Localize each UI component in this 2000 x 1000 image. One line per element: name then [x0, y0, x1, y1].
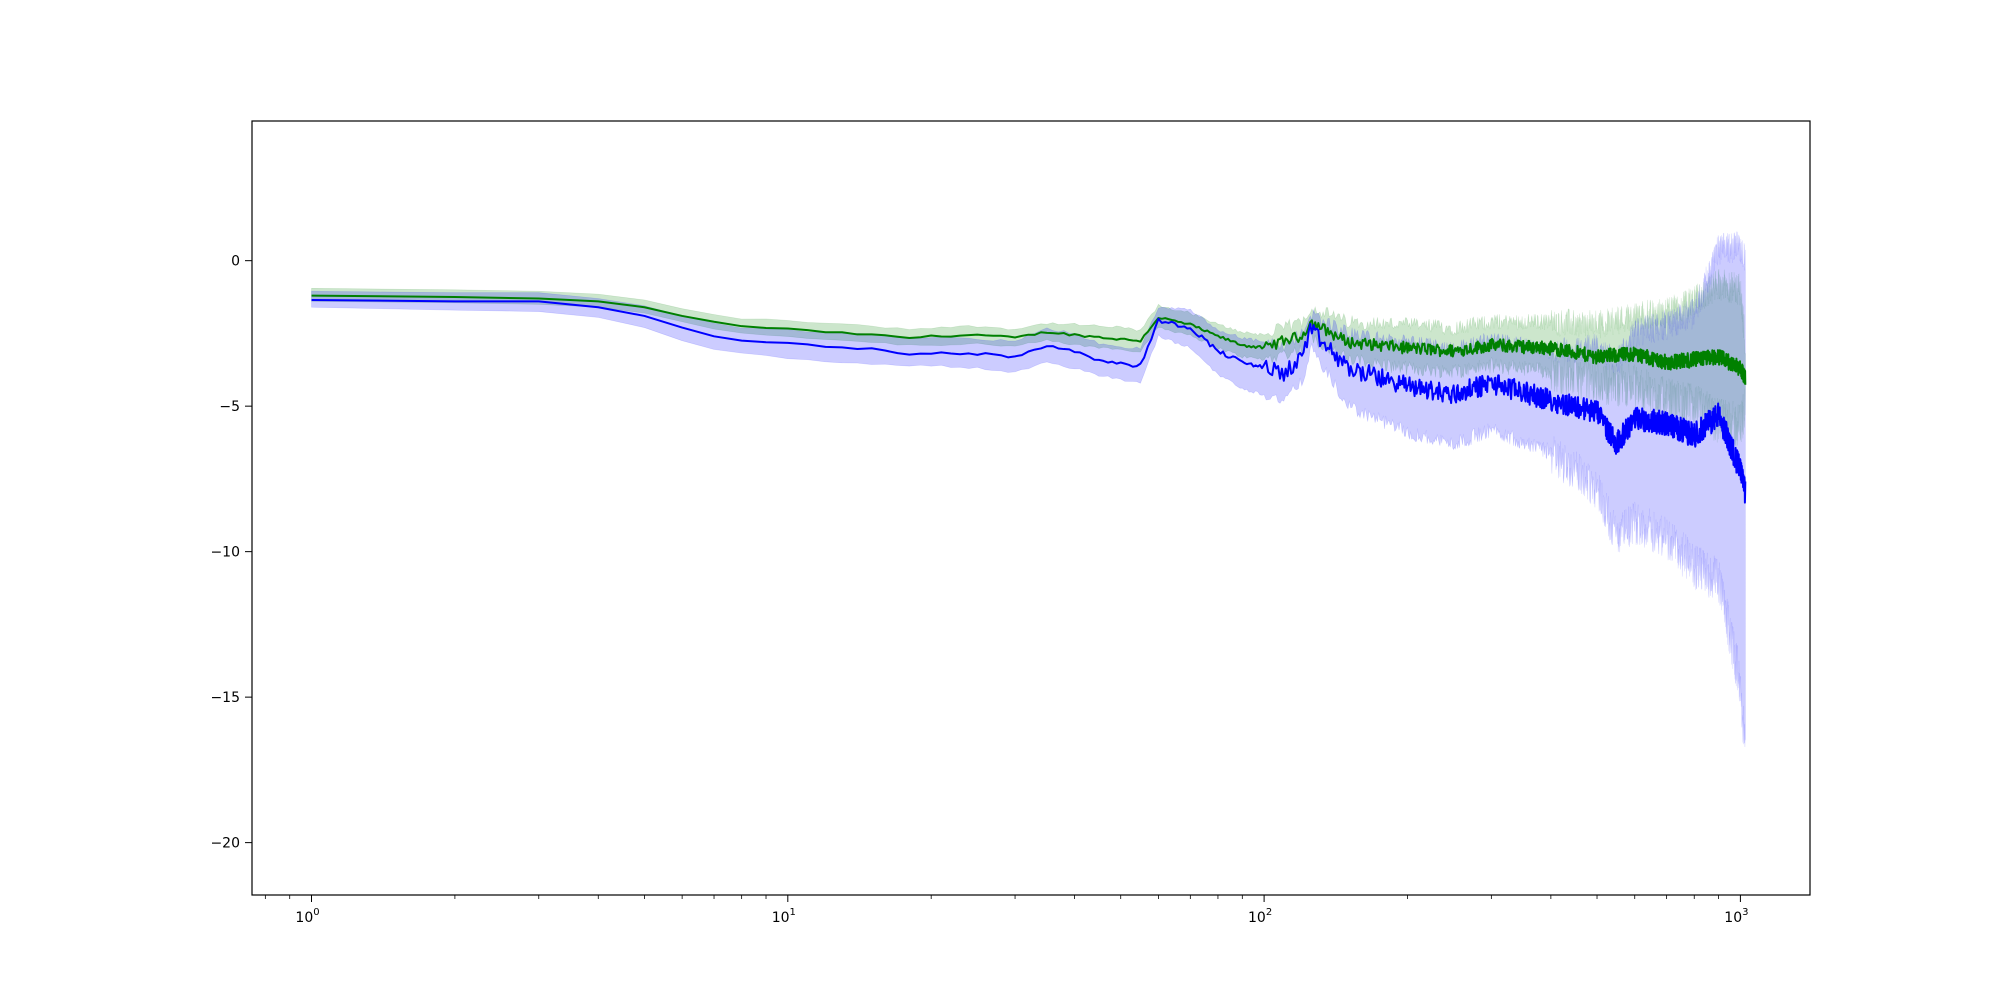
series-layer — [311, 231, 1747, 748]
y-tick-label: −5 — [219, 399, 240, 415]
series-2-line — [311, 298, 1747, 504]
y-tick-label: −15 — [210, 690, 240, 706]
x-tick-label: 100 — [295, 907, 319, 926]
x-tick-base: 10 — [295, 910, 313, 926]
y-axis: 0 −5 −10 −15 −20 — [210, 254, 252, 852]
series-2-band — [311, 231, 1746, 748]
y-tick-label: −20 — [210, 836, 240, 852]
x-tick-exponent: 2 — [1266, 907, 1272, 918]
y-tick-label: −10 — [210, 545, 240, 561]
y-tick-label: 0 — [231, 254, 240, 270]
x-tick-base: 10 — [1724, 910, 1742, 926]
series-1-line — [311, 294, 1747, 385]
x-tick-base: 10 — [1248, 910, 1266, 926]
x-tick-exponent: 1 — [790, 907, 796, 918]
x-tick-exponent: 3 — [1742, 907, 1748, 918]
plot-frame — [251, 120, 1811, 896]
x-tick-exponent: 0 — [313, 907, 319, 918]
x-tick-label: 101 — [772, 907, 796, 926]
x-tick-label: 102 — [1248, 907, 1272, 926]
x-tick-base: 10 — [772, 910, 790, 926]
x-tick-label: 103 — [1724, 907, 1748, 926]
x-axis: 100 101 102 103 — [264, 895, 1749, 926]
